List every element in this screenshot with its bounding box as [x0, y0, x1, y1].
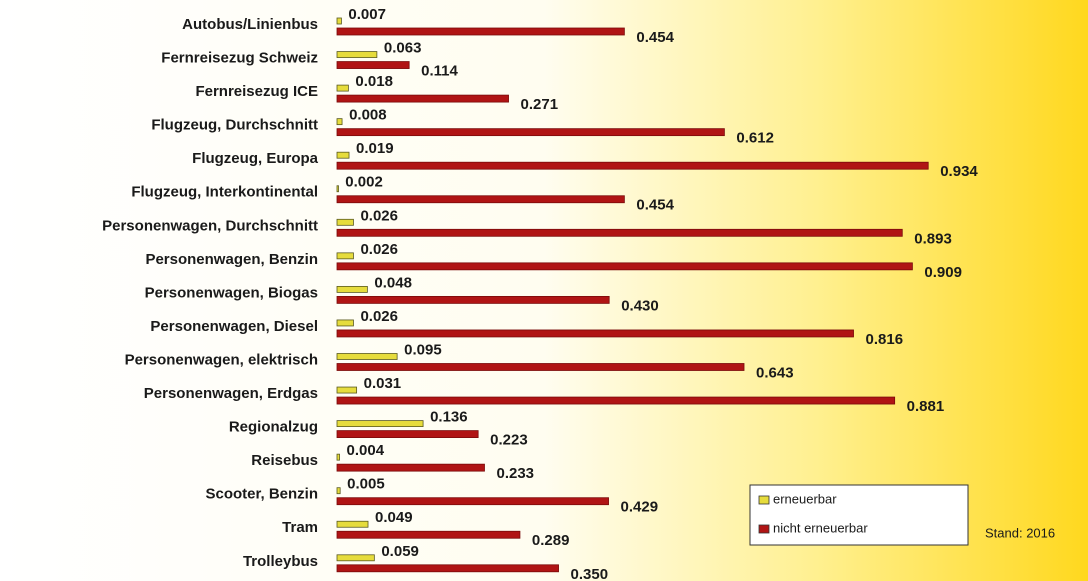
bar-nonrenewable — [336, 363, 745, 371]
legend-swatch — [758, 524, 770, 534]
value-label: 0.816 — [866, 331, 904, 348]
category-label: Personenwagen, Durchschnitt — [102, 217, 318, 234]
bar-nonrenewable — [336, 128, 725, 137]
value-label: 0.429 — [621, 499, 659, 516]
bar-renewable — [336, 285, 368, 293]
value-label: 0.454 — [636, 197, 674, 214]
bar-nonrenewable — [336, 195, 625, 204]
bar-renewable — [336, 118, 343, 126]
value-label: 0.004 — [347, 442, 385, 459]
legend-swatch — [758, 495, 770, 505]
bar-renewable — [336, 554, 375, 562]
bar-renewable — [336, 319, 354, 327]
value-label: 0.881 — [907, 398, 945, 415]
value-label: 0.026 — [360, 207, 398, 224]
category-label: Flugzeug, Durchschnitt — [151, 117, 318, 134]
bar-renewable — [336, 487, 341, 495]
value-label: 0.893 — [914, 230, 952, 247]
value-label: 0.008 — [349, 107, 387, 124]
category-label: Personenwagen, Benzin — [145, 251, 318, 268]
category-label: Personenwagen, Erdgas — [144, 385, 318, 402]
category-label: Fernreisezug ICE — [195, 83, 318, 100]
category-label: Trolleybus — [243, 553, 318, 570]
bar-nonrenewable — [336, 530, 521, 539]
value-label: 0.454 — [636, 29, 674, 46]
bar-nonrenewable — [336, 463, 485, 472]
value-label: 0.350 — [571, 566, 609, 581]
category-label: Tram — [282, 519, 318, 536]
category-label: Regionalzug — [229, 419, 318, 436]
legend-label: erneuerbar — [773, 491, 837, 506]
bar-nonrenewable — [336, 262, 913, 271]
value-label: 0.048 — [374, 274, 412, 291]
bar-nonrenewable — [336, 295, 610, 304]
bar-renewable — [336, 520, 369, 528]
value-label: 0.136 — [430, 409, 468, 426]
value-label: 0.612 — [736, 130, 774, 147]
value-label: 0.643 — [756, 364, 794, 381]
bar-renewable — [336, 218, 354, 226]
value-label: 0.271 — [521, 96, 559, 113]
legend-box — [749, 484, 969, 546]
bar-renewable — [336, 453, 340, 461]
bar-renewable — [336, 151, 350, 159]
value-label: 0.063 — [384, 40, 422, 57]
value-label: 0.019 — [356, 140, 394, 157]
value-label: 0.026 — [360, 241, 398, 258]
bar-renewable — [336, 185, 339, 193]
bar-nonrenewable — [336, 396, 896, 405]
value-label: 0.026 — [360, 308, 398, 325]
category-label: Reisebus — [251, 452, 318, 469]
bar-renewable — [336, 17, 342, 25]
bar-nonrenewable — [336, 564, 559, 573]
bar-nonrenewable — [336, 497, 609, 506]
value-label: 0.430 — [621, 297, 659, 314]
value-label: 0.002 — [345, 174, 383, 191]
bar-renewable — [336, 252, 354, 260]
value-label: 0.018 — [355, 73, 393, 90]
bar-nonrenewable — [336, 228, 903, 237]
note: Stand: 2016 — [985, 525, 1055, 540]
category-label: Personenwagen, Biogas — [145, 284, 318, 301]
category-label: Scooter, Benzin — [205, 486, 318, 503]
category-label: Autobus/Linienbus — [182, 16, 318, 33]
value-label: 0.059 — [381, 543, 419, 560]
value-label: 0.031 — [364, 375, 402, 392]
bar-nonrenewable — [336, 94, 509, 103]
category-label: Personenwagen, elektrisch — [125, 351, 318, 368]
bar-nonrenewable — [336, 61, 410, 69]
value-label: 0.114 — [421, 63, 458, 80]
value-label: 0.289 — [532, 532, 570, 549]
value-label: 0.007 — [348, 6, 386, 23]
bar-nonrenewable — [336, 161, 929, 170]
bar-renewable — [336, 51, 378, 58]
value-label: 0.095 — [404, 341, 442, 358]
bar-renewable — [336, 420, 424, 428]
value-label: 0.223 — [490, 432, 528, 449]
bar-renewable — [336, 386, 358, 394]
bar-nonrenewable — [336, 329, 854, 338]
category-label: Fernreisezug Schweiz — [161, 50, 318, 67]
category-label: Flugzeug, Europa — [192, 150, 318, 167]
bar-renewable — [336, 353, 398, 360]
bar-nonrenewable — [336, 27, 625, 36]
category-label: Flugzeug, Interkontinental — [131, 184, 318, 201]
category-label: Personenwagen, Diesel — [150, 318, 318, 335]
value-label: 0.934 — [940, 163, 978, 180]
value-label: 0.909 — [924, 264, 962, 281]
value-label: 0.233 — [496, 465, 534, 482]
legend-label: nicht erneuerbar — [773, 520, 868, 535]
bar-nonrenewable — [336, 430, 479, 439]
value-label: 0.005 — [347, 476, 385, 493]
bar-renewable — [336, 84, 349, 92]
value-label: 0.049 — [375, 509, 413, 526]
